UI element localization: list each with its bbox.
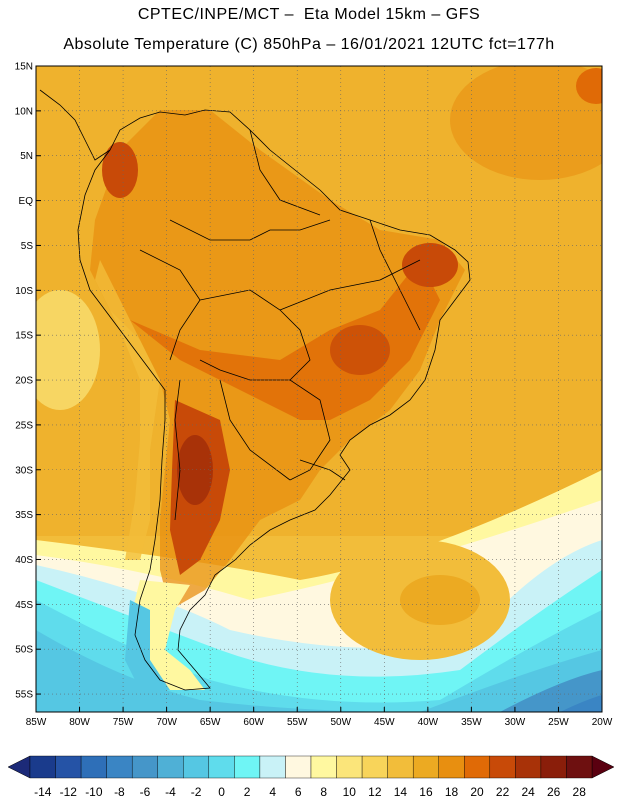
colorbar-value-label: 8 xyxy=(320,785,327,799)
lon-tick-label: 45W xyxy=(374,717,395,728)
lon-tick-label: 65W xyxy=(200,717,221,728)
lon-tick-label: 80W xyxy=(69,717,90,728)
lat-tick-label: 15N xyxy=(15,62,33,73)
lat-tick-label: 5S xyxy=(21,241,34,252)
lon-tick-label: 35W xyxy=(461,717,482,728)
colorbar-swatch xyxy=(80,755,107,779)
lon-tick-label: 40W xyxy=(418,717,439,728)
map-subtitle: Absolute Temperature (C) 850hPa – 16/01/… xyxy=(63,36,555,53)
colorbar-swatch xyxy=(157,755,184,779)
lat-tick-label: 20S xyxy=(15,376,33,387)
colorbar-value-label: -4 xyxy=(165,785,176,799)
colorbar-value-label: 0 xyxy=(218,785,225,799)
lat-tick-label: EQ xyxy=(19,196,34,207)
map-title: CPTEC/INPE/MCT – Eta Model 15km – GFS xyxy=(137,6,481,23)
lon-tick-label: 60W xyxy=(243,717,264,728)
lat-tick-label: 40S xyxy=(15,555,33,566)
lon-tick-label: 25W xyxy=(548,717,569,728)
colorbar-over-arrow xyxy=(591,755,615,779)
colorbar-swatch xyxy=(489,755,516,779)
colorbar-swatch xyxy=(106,755,133,779)
colorbar-value-label: -2 xyxy=(191,785,202,799)
lat-tick-label: 10S xyxy=(15,286,33,297)
colorbar-value-label: 2 xyxy=(244,785,251,799)
colorbar-swatch xyxy=(515,755,542,779)
colorbar-under-arrow xyxy=(7,755,31,779)
colorbar-value-label: 16 xyxy=(419,785,433,799)
colorbar-swatch xyxy=(566,755,593,779)
colorbar-swatch xyxy=(336,755,363,779)
lon-tick-label: 20W xyxy=(592,717,613,728)
colorbar-swatch xyxy=(29,755,56,779)
latitude-axis: 15N 10N 5N EQ 5S 10S 15S 20S 25S 30S 35S 40S 45S 50S 5… xyxy=(15,62,41,701)
lat-tick-label: 15S xyxy=(15,331,33,342)
map-frame xyxy=(35,65,603,713)
colorbar-swatch xyxy=(464,755,491,779)
colorbar-value-label: -8 xyxy=(114,785,125,799)
lat-tick-label: 30S xyxy=(15,465,33,476)
colorbar-swatch xyxy=(387,755,414,779)
colorbar-swatch xyxy=(259,755,286,779)
colorbar-swatch xyxy=(438,755,465,779)
colorbar-value-label: -6 xyxy=(140,785,151,799)
lat-tick-label: 35S xyxy=(15,510,33,521)
colorbar-value-label: 14 xyxy=(394,785,408,799)
colorbar-value-label: 22 xyxy=(496,785,510,799)
lon-tick-label: 85W xyxy=(26,717,47,728)
lat-tick-label: 45S xyxy=(15,600,33,611)
colorbar-swatch xyxy=(285,755,312,779)
colorbar-swatch xyxy=(361,755,388,779)
lon-tick-label: 70W xyxy=(156,717,177,728)
lat-tick-label: 55S xyxy=(15,690,33,701)
lat-tick-label: 50S xyxy=(15,645,33,656)
colorbar-value-label: 18 xyxy=(445,785,459,799)
colorbar: -14 -12 -10 -8 -6 -4 -2 0 2 4 6 8 10 12 14 16 18 20 22 24 26… xyxy=(7,755,615,799)
colorbar-value-label: 24 xyxy=(521,785,535,799)
coastlines xyxy=(39,89,471,691)
colorbar-value-label: -10 xyxy=(85,785,103,799)
colorbar-swatch xyxy=(234,755,261,779)
lon-tick-label: 75W xyxy=(113,717,134,728)
lon-tick-label: 55W xyxy=(287,717,308,728)
colorbar-swatch xyxy=(55,755,82,779)
colorbar-swatch xyxy=(183,755,210,779)
colorbar-value-label: 4 xyxy=(269,785,276,799)
lat-tick-label: 25S xyxy=(15,420,33,431)
colorbar-value-label: 28 xyxy=(573,785,587,799)
colorbar-value-label: 6 xyxy=(295,785,302,799)
colorbar-value-label: 10 xyxy=(343,785,357,799)
colorbar-swatch xyxy=(310,755,337,779)
colorbar-value-label: 20 xyxy=(470,785,484,799)
lat-tick-label: 10N xyxy=(15,106,33,117)
lat-tick-label: 5N xyxy=(20,151,33,162)
colorbar-value-label: 12 xyxy=(368,785,382,799)
colorbar-value-label: -14 xyxy=(34,785,52,799)
map-field xyxy=(36,66,602,712)
longitude-axis: 85W 80W 75W 70W 65W 60W 55W 50W 45W 40W 35W 30W 25W 2… xyxy=(26,707,613,728)
lon-tick-label: 30W xyxy=(505,717,526,728)
colorbar-value-label: -12 xyxy=(60,785,78,799)
colorbar-swatch xyxy=(412,755,439,779)
colorbar-value-label: 26 xyxy=(547,785,561,799)
colorbar-swatch xyxy=(208,755,235,779)
lon-tick-label: 50W xyxy=(330,717,351,728)
colorbar-swatch xyxy=(131,755,158,779)
colorbar-swatch xyxy=(540,755,567,779)
